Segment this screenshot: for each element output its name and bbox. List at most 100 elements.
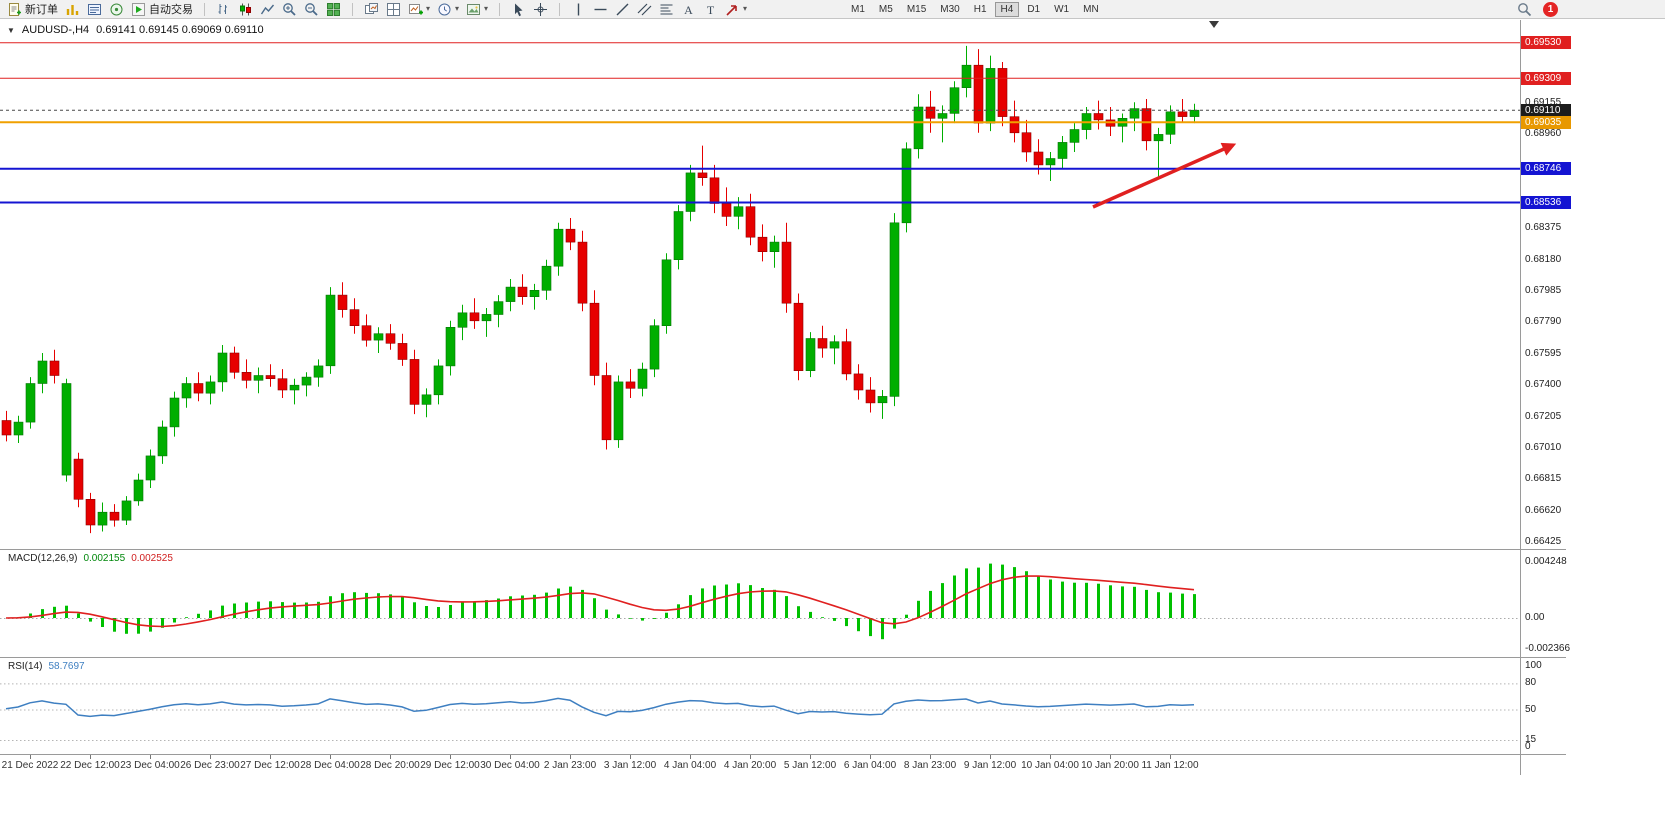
trendline-icon bbox=[616, 3, 629, 15]
channel-tool-button[interactable] bbox=[634, 1, 655, 18]
candle-body bbox=[13, 421, 24, 436]
candle-body bbox=[157, 426, 168, 457]
cursor-button[interactable] bbox=[508, 1, 529, 18]
candle-body bbox=[937, 113, 948, 119]
price-axis[interactable]: 0.69155 0.68960 0.68375 0.68180 0.67985 0.677… bbox=[1521, 0, 1591, 780]
timeframe-button-M1[interactable]: M1 bbox=[845, 2, 871, 17]
notification-badge[interactable]: 1 bbox=[1543, 2, 1558, 17]
auto-trading-label: 自动交易 bbox=[149, 4, 193, 16]
text-tool-button[interactable]: A bbox=[678, 1, 699, 18]
candle-body bbox=[25, 383, 36, 423]
new-order-icon bbox=[9, 2, 21, 16]
templates-button[interactable]: ▾ bbox=[463, 1, 491, 18]
rsi-line bbox=[5, 697, 1195, 718]
candle-body bbox=[733, 206, 744, 217]
templates-dropdown-caret: ▾ bbox=[484, 4, 489, 13]
macd-axis-label: -0.002366 bbox=[1525, 643, 1571, 655]
timeframe-button-D1[interactable]: D1 bbox=[1021, 2, 1046, 17]
candle-body bbox=[745, 206, 756, 238]
toolbar-separator bbox=[559, 2, 561, 16]
time-axis-label: 4 Jan 20:00 bbox=[723, 760, 777, 771]
candle-body bbox=[661, 259, 672, 326]
timeframe-button-H1[interactable]: H1 bbox=[968, 2, 993, 17]
data-window-button[interactable] bbox=[84, 1, 105, 18]
timeframe-toolbar: M1 M5 M15 M30 H1 H4 D1 W1 MN bbox=[845, 2, 1105, 17]
timeframe-button-M5[interactable]: M5 bbox=[873, 2, 899, 17]
candle-body bbox=[1153, 134, 1164, 142]
symbol-period-label: AUDUSD-,H4 bbox=[21, 24, 90, 36]
candle-body bbox=[481, 314, 492, 322]
horizontal-line-icon bbox=[594, 8, 607, 10]
candle-body bbox=[145, 455, 156, 481]
candle-body bbox=[85, 498, 96, 526]
macd-axis-label: 0.00 bbox=[1525, 612, 1545, 623]
arrow-shape-icon bbox=[726, 4, 737, 16]
shapes-tool-button[interactable]: ▾ bbox=[722, 1, 750, 18]
cascade-windows-icon bbox=[365, 2, 378, 14]
macd-main-value: 0.002155 bbox=[83, 553, 126, 564]
timeframe-button-H4[interactable]: H4 bbox=[994, 2, 1020, 17]
candle-body bbox=[397, 343, 408, 360]
zoom-in-button[interactable] bbox=[279, 1, 300, 18]
search-button[interactable] bbox=[1514, 1, 1535, 18]
candle-body bbox=[253, 375, 264, 381]
candle-body bbox=[1093, 113, 1104, 121]
vertical-line-tool-button[interactable] bbox=[568, 1, 589, 18]
candle-body bbox=[1057, 142, 1068, 159]
timeframe-button-M15[interactable]: M15 bbox=[901, 2, 932, 17]
navigator-button[interactable] bbox=[106, 1, 127, 18]
candle-body bbox=[865, 389, 876, 404]
candlestick-chart-button[interactable] bbox=[235, 1, 256, 18]
time-axis-label: 27 Dec 12:00 bbox=[240, 760, 300, 771]
horizontal-line-tool-button[interactable] bbox=[590, 1, 611, 18]
candle-body bbox=[805, 338, 816, 372]
chart-shift-marker-icon[interactable] bbox=[1209, 21, 1219, 28]
timeframe-button-M30[interactable]: M30 bbox=[934, 2, 965, 17]
line-chart-button[interactable] bbox=[257, 1, 278, 18]
time-axis[interactable]: 21 Dec 2022 22 Dec 12:00 23 Dec 04:00 26 De… bbox=[0, 760, 1566, 776]
tile-windows-button[interactable] bbox=[323, 1, 344, 18]
price-axis-tick: 0.68960 bbox=[1525, 128, 1562, 140]
candle-body bbox=[1045, 158, 1056, 166]
data-window-icon bbox=[88, 3, 101, 15]
candle-body bbox=[37, 360, 48, 384]
candle-body bbox=[505, 286, 516, 302]
trendline-tool-button[interactable] bbox=[612, 1, 633, 18]
new-order-button[interactable]: 新订单 bbox=[4, 1, 61, 18]
rsi-axis-label: 100 bbox=[1525, 660, 1542, 671]
candle-body bbox=[997, 68, 1008, 117]
crosshair-button[interactable] bbox=[530, 1, 551, 18]
price-level-badge: 0.68746 bbox=[1521, 162, 1571, 176]
candle-body bbox=[277, 378, 288, 391]
candle-body bbox=[73, 458, 84, 500]
tile-chart-windows-button[interactable] bbox=[383, 1, 404, 18]
market-watch-button[interactable] bbox=[62, 1, 83, 18]
candle-body bbox=[649, 325, 660, 370]
candle-body bbox=[421, 394, 432, 405]
candle-body bbox=[373, 333, 384, 341]
cascade-windows-button[interactable] bbox=[361, 1, 382, 18]
candle-body bbox=[829, 341, 840, 349]
rsi-axis-label: 50 bbox=[1525, 703, 1537, 715]
time-axis-label: 6 Jan 04:00 bbox=[843, 760, 897, 771]
candle-body bbox=[313, 365, 324, 378]
indicators-button[interactable]: ▾ bbox=[405, 1, 433, 18]
time-axis-label: 22 Dec 12:00 bbox=[60, 760, 120, 771]
label-tool-button[interactable]: T bbox=[700, 1, 721, 18]
timeframe-button-W1[interactable]: W1 bbox=[1048, 2, 1075, 17]
zoom-out-button[interactable] bbox=[301, 1, 322, 18]
candle-body bbox=[337, 294, 348, 310]
time-axis-label: 26 Dec 23:00 bbox=[180, 760, 240, 771]
candles-layer bbox=[1, 45, 1200, 534]
bar-chart-button[interactable] bbox=[213, 1, 234, 18]
candle-body bbox=[193, 383, 204, 394]
timeframe-button-MN[interactable]: MN bbox=[1077, 2, 1105, 17]
price-level-badge: 0.69110 bbox=[1521, 103, 1571, 117]
fibonacci-tool-button[interactable] bbox=[656, 1, 677, 18]
auto-trading-button[interactable]: 自动交易 bbox=[128, 1, 196, 18]
periods-button[interactable]: ▾ bbox=[434, 1, 462, 18]
chart-canvas[interactable] bbox=[0, 0, 1566, 780]
time-axis-label: 8 Jan 23:00 bbox=[903, 760, 957, 771]
label-icon: T bbox=[707, 3, 715, 17]
trend-arrow[interactable] bbox=[1092, 142, 1237, 209]
